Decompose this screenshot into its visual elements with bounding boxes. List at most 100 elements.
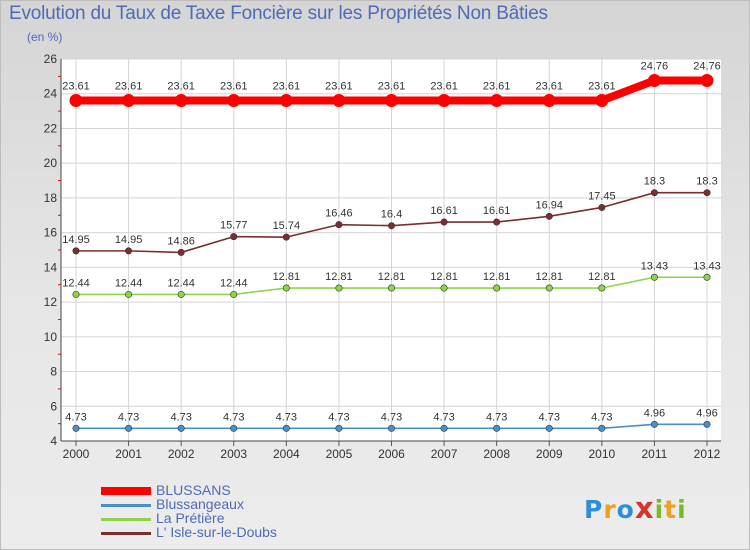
data-point-blussans <box>595 93 609 107</box>
y-tick-label: 8 <box>50 365 57 379</box>
data-label-la-pr-ti-re: 12.81 <box>483 271 511 283</box>
data-label-blussangeaux: 4.73 <box>381 411 402 423</box>
data-point-l-isle-sur-le-doubs <box>493 218 501 226</box>
logo-letter: i <box>677 495 687 524</box>
y-tick-label: 18 <box>44 191 58 205</box>
legend: BLUSSANS Blussangeaux La Prétière L' Isle-s… <box>101 482 401 540</box>
data-point-blussangeaux <box>387 424 395 432</box>
data-label-blussangeaux: 4.73 <box>170 411 191 423</box>
data-point-l-isle-sur-le-doubs <box>598 203 606 211</box>
x-tick-label: 2011 <box>642 447 668 461</box>
data-point-blussans <box>279 93 293 107</box>
y-tick-label: 10 <box>44 330 58 344</box>
data-point-blussangeaux <box>650 420 658 428</box>
y-tick-label: 14 <box>44 260 58 274</box>
data-point-la-pr-ti-re <box>72 290 80 298</box>
data-label-blussangeaux: 4.73 <box>591 411 612 423</box>
x-tick-label: 2012 <box>694 447 721 461</box>
data-label-blussans: 24.76 <box>641 61 669 73</box>
data-label-blussans: 23.61 <box>220 80 248 92</box>
proxiti-logo: Proxiti <box>584 491 687 525</box>
data-point-la-pr-ti-re <box>650 273 658 281</box>
data-label-blussangeaux: 4.73 <box>65 411 86 423</box>
y-tick-label: 24 <box>44 87 58 101</box>
data-point-blussans <box>122 93 136 107</box>
data-label-l-isle-sur-le-doubs: 18.3 <box>696 176 717 188</box>
legend-swatch <box>101 517 151 521</box>
data-point-l-isle-sur-le-doubs <box>230 233 238 241</box>
data-label-la-pr-ti-re: 12.81 <box>273 271 301 283</box>
data-point-l-isle-sur-le-doubs <box>545 212 553 220</box>
x-tick-label: 2005 <box>326 447 353 461</box>
x-tick-label: 2008 <box>483 447 510 461</box>
legend-swatch <box>101 487 151 495</box>
data-label-l-isle-sur-le-doubs: 18.3 <box>644 176 665 188</box>
data-point-l-isle-sur-le-doubs <box>72 247 80 255</box>
y-tick-label: 26 <box>44 52 58 66</box>
data-label-blussans: 23.61 <box>535 80 563 92</box>
data-point-l-isle-sur-le-doubs <box>387 222 395 230</box>
data-point-blussangeaux <box>598 424 606 432</box>
data-point-la-pr-ti-re <box>493 284 501 292</box>
legend-label: BLUSSANS <box>156 482 231 498</box>
legend-item: Blussangeaux <box>101 496 401 512</box>
data-label-l-isle-sur-le-doubs: 15.77 <box>220 220 248 232</box>
data-label-l-isle-sur-le-doubs: 16.4 <box>381 209 402 221</box>
data-point-blussans <box>647 74 661 88</box>
data-label-blussans: 24.76 <box>693 61 721 73</box>
data-label-blussans: 23.61 <box>378 80 406 92</box>
data-point-la-pr-ti-re <box>177 290 185 298</box>
y-tick-label: 16 <box>44 226 58 240</box>
data-point-blussangeaux <box>177 424 185 432</box>
data-label-blussangeaux: 4.73 <box>539 411 560 423</box>
data-label-blussangeaux: 4.73 <box>486 411 507 423</box>
x-tick-label: 2010 <box>588 447 615 461</box>
data-label-la-pr-ti-re: 12.44 <box>62 277 90 289</box>
logo-letter: i <box>654 495 665 524</box>
x-tick-label: 2003 <box>220 447 247 461</box>
data-label-la-pr-ti-re: 12.44 <box>167 277 195 289</box>
data-point-l-isle-sur-le-doubs <box>125 247 133 255</box>
data-point-blussans <box>700 74 714 88</box>
data-label-la-pr-ti-re: 12.81 <box>378 271 406 283</box>
x-tick-label: 2006 <box>378 447 405 461</box>
data-label-la-pr-ti-re: 12.81 <box>430 271 458 283</box>
data-point-la-pr-ti-re <box>335 284 343 292</box>
data-point-l-isle-sur-le-doubs <box>177 248 185 256</box>
data-point-blussangeaux <box>125 424 133 432</box>
data-label-blussangeaux: 4.73 <box>433 411 454 423</box>
data-label-blussans: 23.61 <box>325 80 353 92</box>
chart-title: Evolution du Taux de Taxe Foncière sur l… <box>9 3 548 24</box>
data-label-blussangeaux: 4.73 <box>328 411 349 423</box>
y-tick-label: 22 <box>44 121 58 135</box>
y-axis-unit-label: (en %) <box>27 30 63 44</box>
legend-swatch <box>101 503 151 507</box>
data-point-blussans <box>227 93 241 107</box>
legend-label: La Prétière <box>156 510 225 526</box>
y-tick-label: 6 <box>50 399 57 413</box>
data-label-blussans: 23.61 <box>167 80 195 92</box>
data-label-blussangeaux: 4.73 <box>276 411 297 423</box>
data-point-blussans <box>490 93 504 107</box>
legend-swatch <box>101 531 151 535</box>
data-label-l-isle-sur-le-doubs: 14.95 <box>115 234 143 246</box>
y-tick-label: 20 <box>44 156 58 170</box>
data-point-blussangeaux <box>545 424 553 432</box>
legend-item: La Prétière <box>101 510 401 526</box>
data-label-l-isle-sur-le-doubs: 15.74 <box>273 220 301 232</box>
data-label-la-pr-ti-re: 12.81 <box>325 271 353 283</box>
data-label-blussangeaux: 4.96 <box>644 407 665 419</box>
legend-label: Blussangeaux <box>156 496 244 512</box>
data-point-la-pr-ti-re <box>703 273 711 281</box>
data-label-la-pr-ti-re: 13.43 <box>641 260 669 272</box>
logo-letter: o <box>616 495 635 524</box>
data-label-blussans: 23.61 <box>430 80 458 92</box>
data-label-l-isle-sur-le-doubs: 16.61 <box>430 205 458 217</box>
data-point-blussangeaux <box>493 424 501 432</box>
x-tick-label: 2009 <box>536 447 563 461</box>
data-label-la-pr-ti-re: 13.43 <box>693 260 721 272</box>
logo-letter: t <box>664 495 678 524</box>
data-label-la-pr-ti-re: 12.81 <box>535 271 563 283</box>
data-label-blussans: 23.61 <box>483 80 511 92</box>
